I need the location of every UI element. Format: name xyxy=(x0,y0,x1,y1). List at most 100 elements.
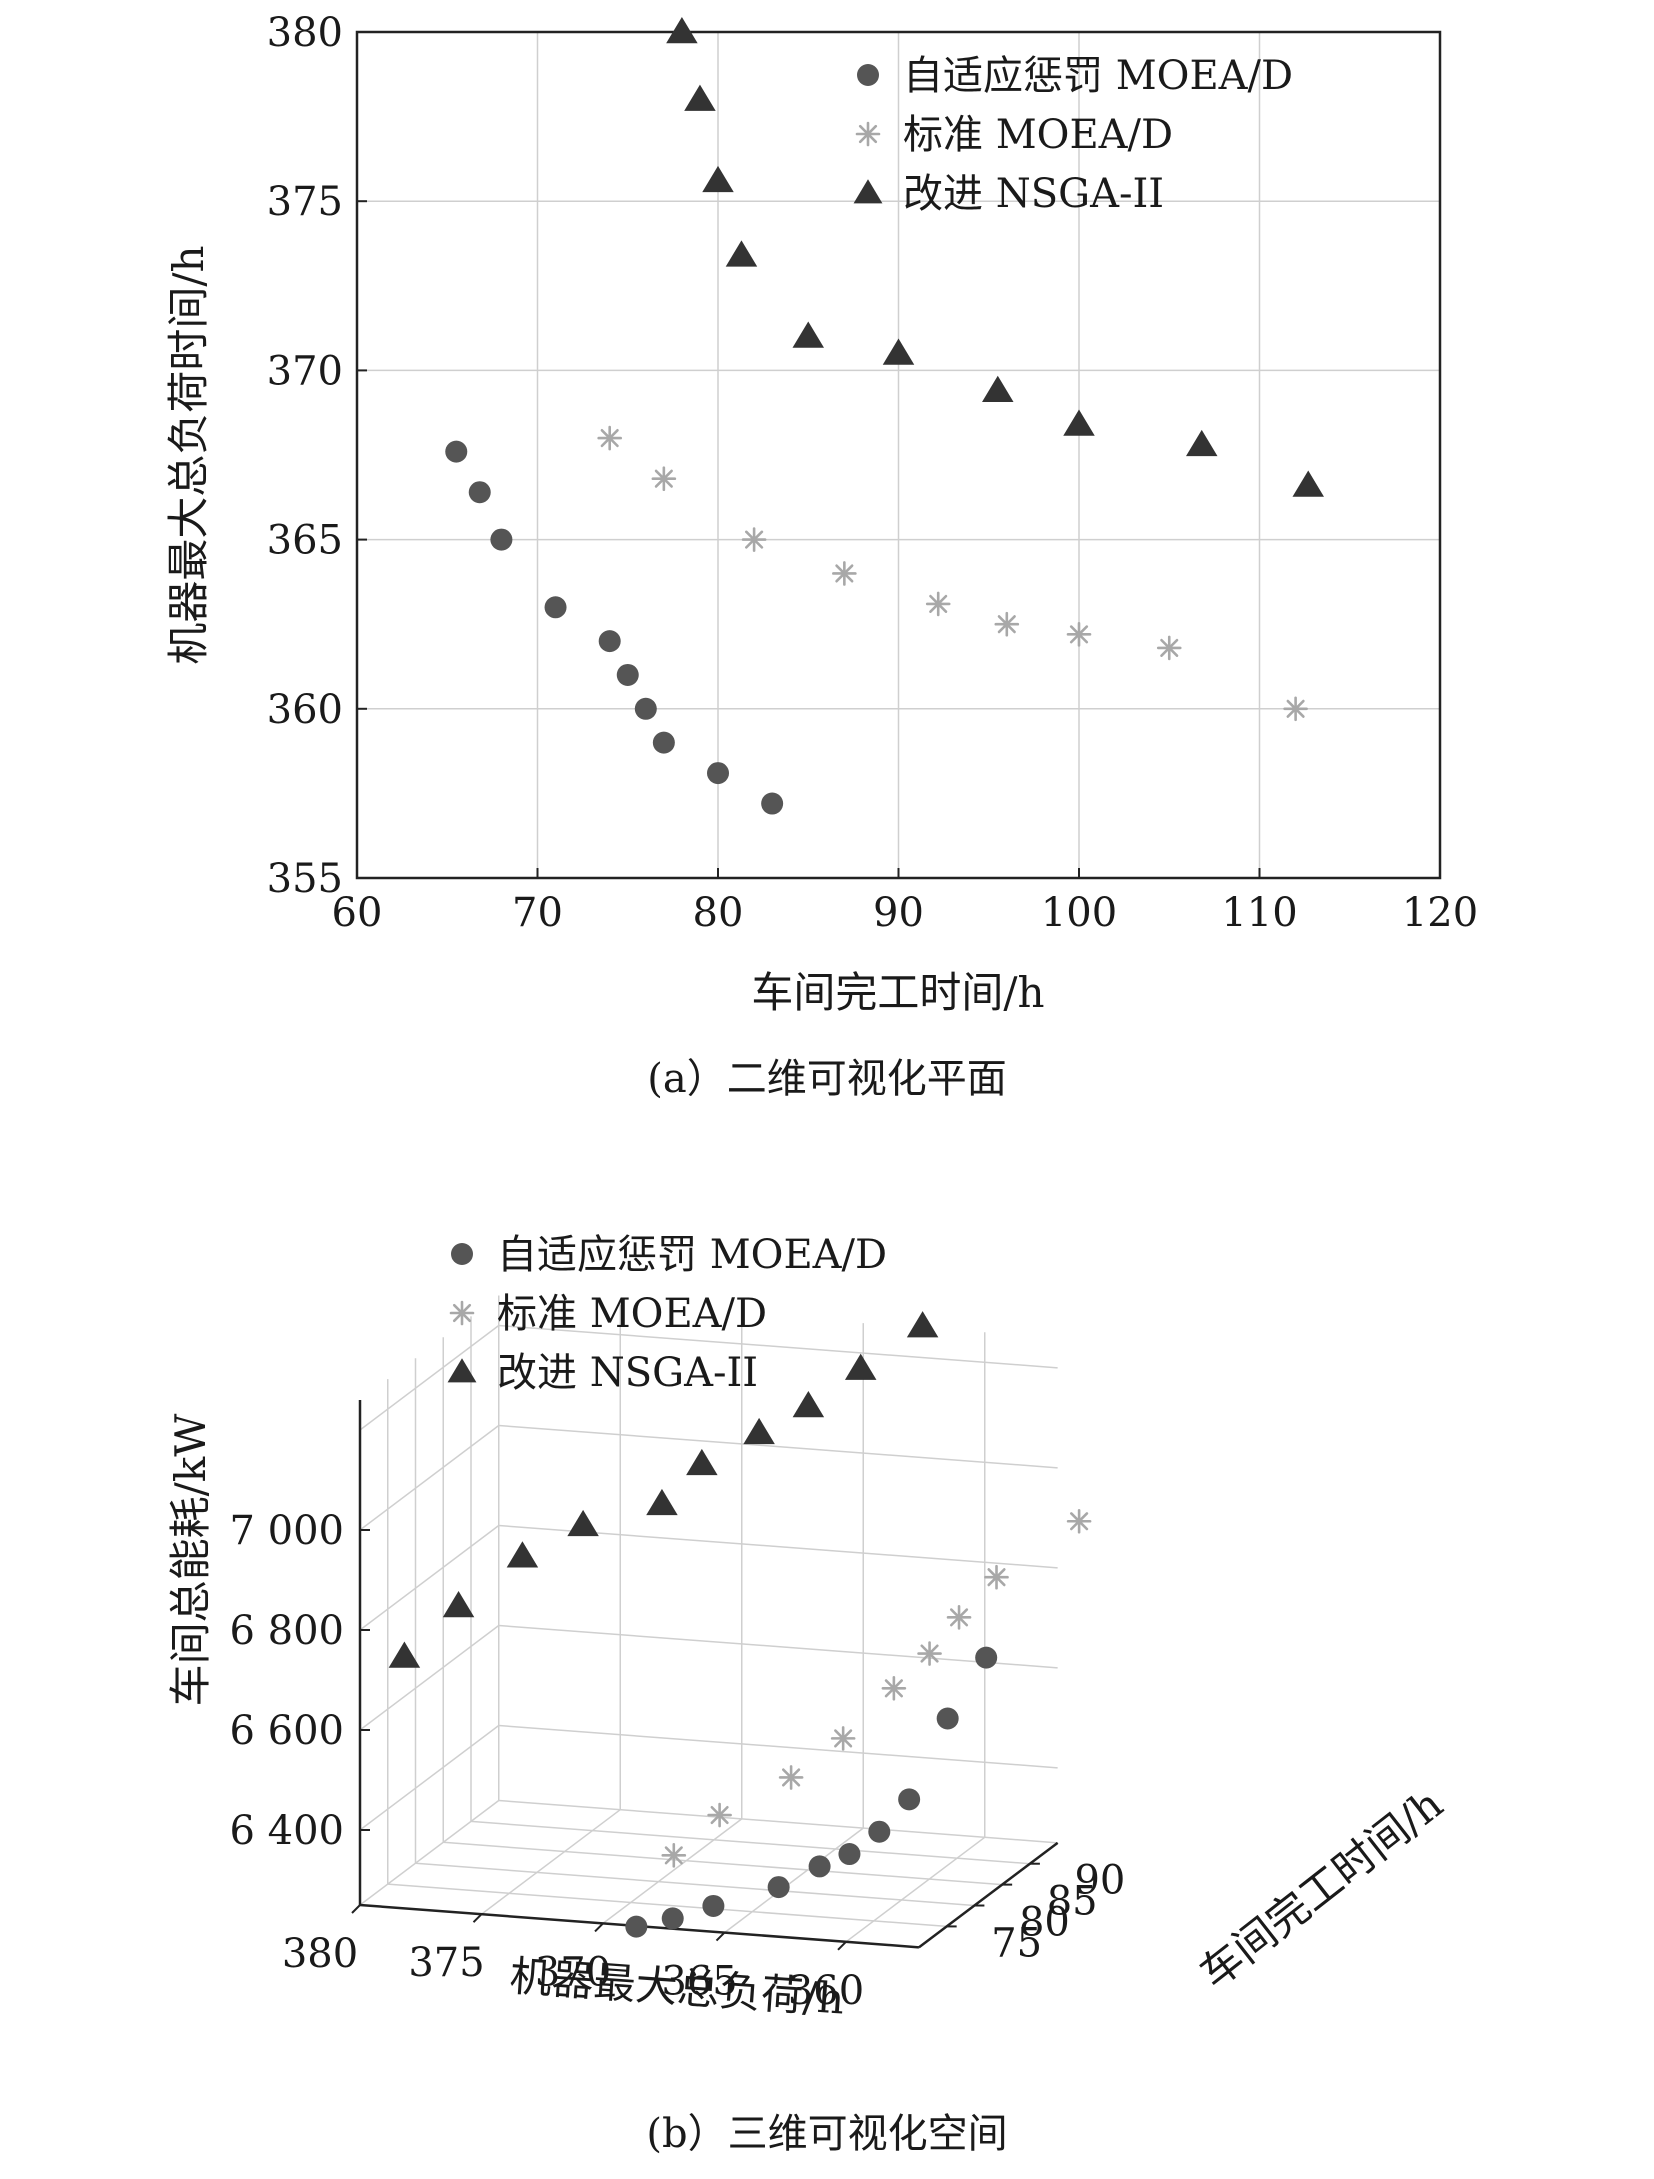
b-z-axis-title: 车间总能耗/kW xyxy=(166,1413,215,1707)
b-sidewall-gridline xyxy=(359,1524,500,1631)
b-x-tick xyxy=(594,1922,604,1933)
b-floor-gridline xyxy=(498,1799,1058,1844)
a-x-tick-label: 80 xyxy=(693,890,744,936)
a-legend: 自适应惩罚 MOEA/D 标准 MOEA/D 改进 NSGA-II xyxy=(853,53,1293,217)
a-x-tick-label: 90 xyxy=(873,890,924,936)
b-triangle-marker xyxy=(906,1311,939,1338)
b-axes xyxy=(351,1400,1059,1951)
b-legend: 自适应惩罚 MOEA/D 标准 MOEA/D 改进 NSGA-II xyxy=(447,1232,887,1396)
a-asterisk-marker xyxy=(1156,635,1182,661)
a-circle-marker xyxy=(490,528,513,551)
a-circle-marker xyxy=(598,630,621,653)
b-circle-marker xyxy=(868,1820,891,1843)
b-triangle-marker xyxy=(792,1390,825,1418)
a-triangle-marker xyxy=(1185,429,1218,457)
b-z-tick-label: 6 400 xyxy=(229,1808,344,1854)
b-circle-marker xyxy=(661,1907,684,1930)
b-backwall-gridline xyxy=(498,1324,1058,1369)
b-floor-gridline xyxy=(602,1818,743,1924)
a-legend-label: 标准 MOEA/D xyxy=(903,112,1173,158)
legend-circle-marker xyxy=(857,64,879,86)
b-circle-marker xyxy=(702,1894,725,1917)
b-y-tick-label: 80 xyxy=(1019,1900,1070,1946)
b-asterisk-marker xyxy=(661,1843,687,1868)
a-gridlines xyxy=(356,31,1441,879)
b-circle-marker xyxy=(936,1707,959,1730)
b-data-points xyxy=(388,1311,1092,1938)
a-y-tick-label: 380 xyxy=(267,10,343,56)
b-caption: (b）三维可视化空间 xyxy=(646,2111,1007,2157)
b-legend-label: 改进 NSGA-II xyxy=(497,1350,758,1396)
a-legend-label: 自适应惩罚 MOEA/D xyxy=(903,53,1293,99)
b-x-tick xyxy=(837,1941,847,1951)
b-floor-gridline xyxy=(470,1820,1030,1865)
b-circle-marker xyxy=(898,1788,921,1811)
b-sidewall-gridline xyxy=(359,1324,500,1431)
a-triangle-marker xyxy=(982,375,1014,402)
a-tick-labels: 60 70 80 90 100 110 120 355 360 365 370 375 380 xyxy=(267,10,1479,936)
a-triangle-marker xyxy=(684,84,716,111)
a-y-tick-label: 355 xyxy=(267,856,343,902)
a-asterisk-marker xyxy=(994,611,1020,637)
b-asterisk-marker xyxy=(830,1726,856,1751)
b-floor-gridline xyxy=(724,1827,864,1934)
a-circle-marker xyxy=(544,596,567,619)
b-y-tick-label: 75 xyxy=(991,1920,1042,1966)
a-circle-marker xyxy=(616,663,639,686)
a-triangle-marker xyxy=(702,165,734,193)
b-triangle-marker xyxy=(506,1541,539,1568)
a-triangle-marker xyxy=(725,240,758,267)
b-x-tick-label: 380 xyxy=(282,1931,358,1977)
a-triangle-marker xyxy=(1063,409,1095,436)
a-asterisk-marker xyxy=(597,425,623,451)
b-sidewall-gridline xyxy=(359,1624,500,1731)
a-asterisk-marker xyxy=(832,561,857,586)
a-circle-marker xyxy=(634,697,657,720)
b-floor-gridline xyxy=(443,1841,1003,1886)
a-x-tick-label: 110 xyxy=(1221,890,1297,936)
b-legend-label: 标准 MOEA/D xyxy=(497,1291,767,1337)
b-asterisk-marker xyxy=(707,1802,732,1828)
b-sidewall-gridline xyxy=(359,1424,500,1531)
a-circle-marker xyxy=(445,440,468,463)
a-caption: (a）二维可视化平面 xyxy=(647,1056,1006,1102)
a-asterisk-marker xyxy=(651,466,677,491)
b-triangle-marker xyxy=(743,1417,775,1445)
b-triangle-marker xyxy=(442,1591,475,1618)
legend-circle-marker xyxy=(451,1243,473,1265)
a-x-tick-label: 100 xyxy=(1041,890,1117,936)
a-y-tick-label: 365 xyxy=(267,518,343,564)
a-y-tick-label: 375 xyxy=(267,179,343,225)
a-asterisk-marker xyxy=(741,527,767,552)
b-x-axis-title: 机器最大总负荷/h xyxy=(508,1951,846,2023)
b-floor-gridline xyxy=(387,1883,947,1928)
b-asterisk-marker xyxy=(917,1641,942,1666)
b-x-tick xyxy=(351,1904,361,1914)
b-x-tick xyxy=(472,1913,483,1923)
legend-asterisk-marker xyxy=(855,121,881,147)
b-y-axis xyxy=(918,1841,1059,1949)
a-data-points xyxy=(445,17,1324,815)
a-y-tick-label: 360 xyxy=(267,687,343,733)
b-x-tick xyxy=(715,1931,726,1942)
b-floor-gridline xyxy=(845,1836,986,1943)
b-floor-gridline xyxy=(481,1809,621,1915)
b-circle-marker xyxy=(975,1646,998,1669)
b-y-axis-title: 车间完工时间/h xyxy=(1190,1779,1451,1998)
a-asterisk-marker xyxy=(925,591,951,617)
a-y-tick-label: 370 xyxy=(267,348,343,394)
b-y-tick-label: 85 xyxy=(1047,1879,1098,1925)
a-x-tick-label: 70 xyxy=(512,890,563,936)
b-legend-label: 自适应惩罚 MOEA/D xyxy=(497,1232,887,1278)
b-circle-marker xyxy=(767,1876,790,1899)
b-x-tick-label: 360 xyxy=(788,1968,864,2014)
b-asterisk-marker xyxy=(1066,1508,1092,1534)
a-asterisk-marker xyxy=(1283,696,1308,722)
a-triangle-marker xyxy=(666,17,698,44)
b-circle-marker xyxy=(808,1855,831,1878)
a-triangle-marker xyxy=(882,338,915,365)
b-triangle-marker xyxy=(686,1448,718,1476)
b-y-tick-label: 90 xyxy=(1074,1858,1125,1904)
b-circle-marker xyxy=(838,1843,861,1866)
